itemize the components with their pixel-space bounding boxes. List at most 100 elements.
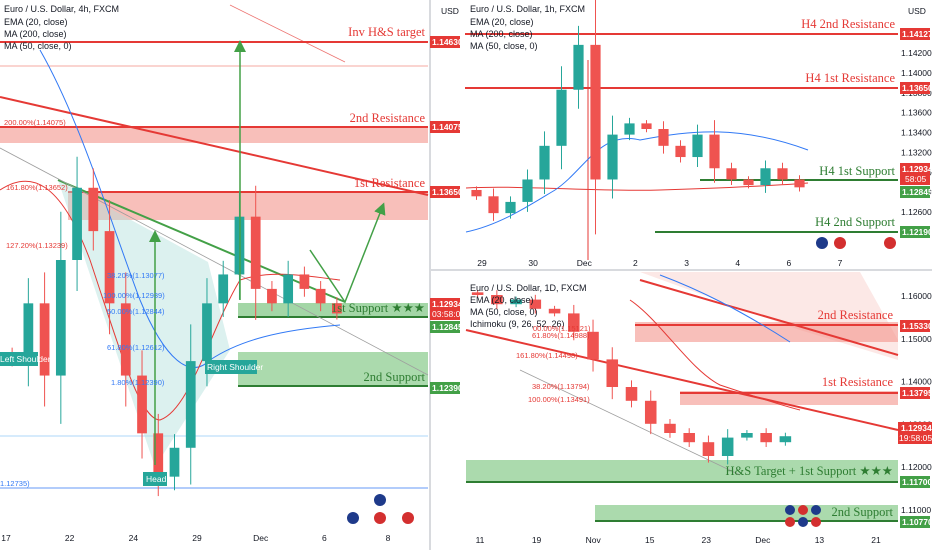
candle-body [169, 447, 180, 477]
currency-label: USD [441, 6, 459, 16]
x-axis-1h[interactable]: 29 30 Dec 2 3 4 6 7 [477, 258, 842, 268]
price-tag-text: 1.14127 [902, 29, 932, 39]
ma200-line [39, 49, 341, 368]
fib-label: 1.80%(1.12390) [111, 378, 165, 387]
candle-body [488, 196, 499, 214]
eu-flag-icon[interactable] [785, 505, 795, 515]
candle-body [250, 216, 261, 289]
price-tag-sup1 [430, 321, 460, 333]
x-tick-label: Dec [253, 533, 269, 543]
price-tag-text: 1.12845 [902, 187, 932, 197]
us-flag-icon[interactable] [811, 517, 821, 527]
x-tick-label: 13 [815, 535, 825, 545]
resistance-zone-1 [68, 192, 428, 220]
us-flag-icon[interactable] [798, 505, 808, 515]
us-flag-icon[interactable] [374, 512, 386, 524]
eu-flag-icon[interactable] [374, 494, 386, 506]
resistance-zone-2 [0, 127, 428, 143]
eu-flag-icon[interactable] [347, 512, 359, 524]
price-tag-last [898, 422, 932, 444]
candle-body [315, 288, 326, 304]
us-flag-icon[interactable] [785, 517, 795, 527]
candle-body [104, 231, 115, 304]
candle-body [658, 129, 669, 146]
candle-body [794, 179, 805, 188]
x-tick-label: 24 [129, 533, 139, 543]
header-line: Euro / U.S. Dollar, 1D, FXCM [470, 283, 587, 293]
x-tick-label: 11 [476, 535, 485, 545]
us-flag-icon[interactable] [884, 237, 896, 249]
panel-1h[interactable]: Euro / U.S. Dollar, 1h, FXCM EMA (20, cl… [465, 0, 932, 268]
x-axis-1d[interactable]: 11 19 Nov 15 23 Dec 13 21 [476, 535, 881, 545]
price-tag-inv-hs [430, 36, 460, 48]
x-tick-label: Dec [577, 258, 593, 268]
event-flags[interactable] [816, 237, 896, 249]
y-tick-label: 1.13600 [901, 108, 932, 118]
x-tick-label: 29 [192, 533, 202, 543]
h4-res1-label: H4 1st Resistance [805, 71, 895, 85]
candle-body [587, 331, 599, 360]
neckline[interactable] [57, 179, 346, 303]
price-tag-text: 1.13650 [902, 83, 932, 93]
candle-body [644, 400, 657, 424]
price-tag-res1 [900, 387, 930, 399]
event-flags[interactable] [785, 505, 821, 527]
eu-flag-icon[interactable] [816, 237, 828, 249]
x-tick-label: 30 [528, 258, 538, 268]
x-tick-label: 6 [786, 258, 791, 268]
price-tag-res1 [430, 186, 460, 198]
event-flags[interactable] [347, 494, 414, 524]
eu-flag-icon[interactable] [798, 517, 808, 527]
y-tick-label: 1.12600 [901, 207, 932, 217]
x-axis-4h[interactable]: 17 22 24 29 Dec 6 8 [1, 533, 390, 543]
h4-sup2-label: H4 2nd Support [815, 215, 895, 229]
candle-body [760, 168, 771, 186]
price-tag-text: 1.12934 [432, 299, 463, 309]
x-tick-label: 17 [1, 533, 11, 543]
eu-flag-icon[interactable] [811, 505, 821, 515]
fib-label: 127.20%(1.13239) [6, 241, 68, 250]
header-line: Ichimoku (9, 26, 52, 26) [470, 319, 565, 329]
x-tick-label: 4 [735, 258, 740, 268]
x-tick-label: 19 [532, 535, 542, 545]
downtrend-1d-line[interactable] [639, 279, 899, 356]
price-tag-text: 1.12390 [432, 383, 463, 393]
candle-body [120, 303, 131, 376]
left-shoulder-tag[interactable] [0, 352, 38, 366]
panel-1d[interactable]: Euro / U.S. Dollar, 1D, FXCM EMA (20, cl… [465, 272, 932, 545]
support-zone-2 [595, 505, 898, 521]
candle-body [202, 303, 212, 362]
fib-label: 00.00%(1.15121) [533, 324, 591, 333]
right-shoulder-tag[interactable] [205, 360, 257, 374]
candle-body [721, 437, 734, 456]
price-tag-text: 1.12934 [901, 423, 932, 433]
resistance-zone-1 [680, 391, 898, 405]
downtrend-1d-lower[interactable] [465, 329, 899, 431]
fib-label: 100.00%(1.12939) [103, 291, 165, 300]
candles-4h [7, 156, 342, 497]
x-tick-label: 15 [645, 535, 655, 545]
header-line: MA (50, close, 0) [4, 41, 72, 51]
candle-body [675, 145, 686, 158]
y-tick-label: 1.13200 [901, 147, 932, 157]
candle-body [606, 359, 619, 387]
candle-body [471, 189, 482, 197]
price-tag-text: 1.12190 [902, 227, 932, 237]
us-flag-icon[interactable] [834, 237, 846, 249]
candle-body [692, 134, 703, 158]
sup2-label: 2nd Support [364, 370, 426, 384]
header-line: Euro / U.S. Dollar, 1h, FXCM [470, 4, 585, 14]
candle-body [573, 44, 584, 90]
us-flag-icon[interactable] [402, 512, 414, 524]
price-tag-res2 [900, 320, 930, 332]
panel-4h[interactable]: Euro / U.S. Dollar, 4h, FXCM EMA (20, cl… [0, 4, 465, 543]
head-tag[interactable] [143, 472, 167, 486]
x-tick-label: 21 [871, 535, 881, 545]
price-tag-text: 1.10770 [902, 517, 932, 527]
x-tick-label: 2 [633, 258, 638, 268]
candle-body [88, 187, 99, 232]
inv-hs-label: Inv H&S target [348, 25, 425, 39]
y-tick-label: 1.12000 [901, 462, 932, 472]
candle-body [153, 433, 164, 477]
